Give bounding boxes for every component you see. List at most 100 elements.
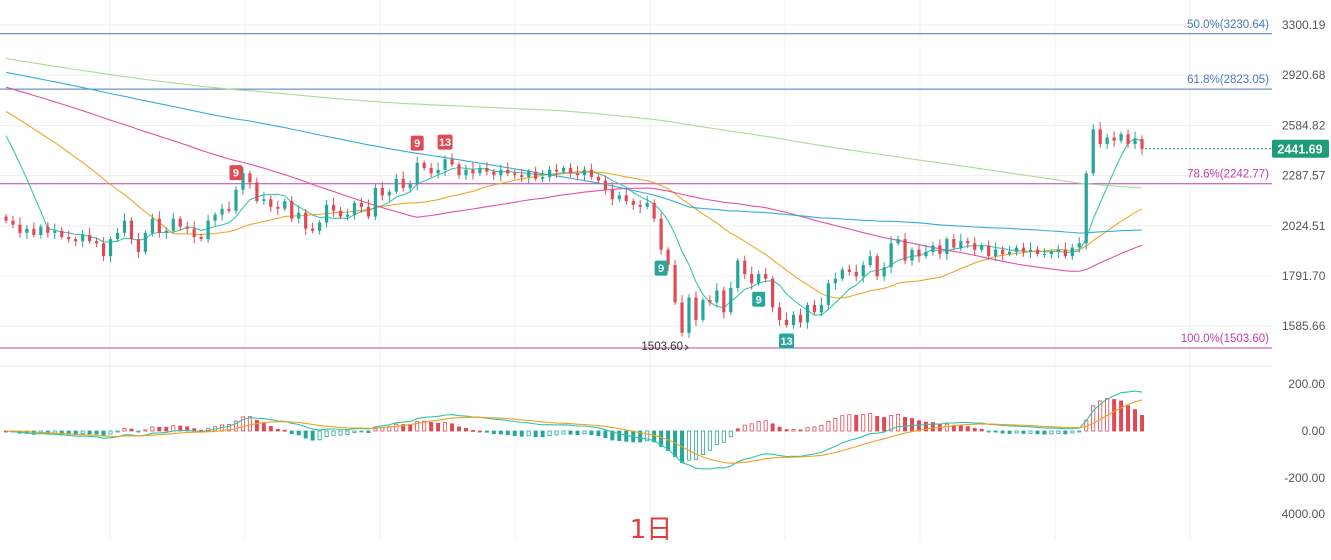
candle bbox=[206, 220, 210, 240]
candle bbox=[812, 304, 817, 313]
sequential-marker-label: 9 bbox=[658, 263, 664, 275]
macd-axis-tick: 0.00 bbox=[1302, 424, 1326, 438]
candle bbox=[548, 169, 552, 177]
candle bbox=[554, 169, 559, 172]
macd-histogram-bar bbox=[659, 430, 664, 447]
candle bbox=[861, 265, 865, 277]
macd-histogram-bar bbox=[108, 430, 113, 435]
moving-average-lines bbox=[5, 57, 1143, 316]
macd-histogram-bar bbox=[185, 426, 190, 432]
candle bbox=[115, 232, 120, 240]
candle bbox=[959, 241, 963, 248]
candle bbox=[408, 184, 412, 188]
candle bbox=[680, 302, 684, 333]
candle bbox=[401, 178, 405, 188]
candle bbox=[157, 218, 161, 233]
macd-histogram-bar bbox=[1098, 400, 1103, 432]
macd-histogram-bar bbox=[958, 425, 963, 432]
candle bbox=[25, 228, 29, 233]
candle bbox=[938, 245, 942, 255]
candle bbox=[652, 202, 656, 219]
macd-histogram-bar bbox=[436, 422, 441, 432]
candle bbox=[687, 297, 691, 333]
macd-histogram-bar bbox=[826, 420, 831, 432]
macd-histogram-bar bbox=[1140, 414, 1145, 432]
candle bbox=[122, 220, 127, 233]
fib-level-label: 61.8%(2823.05) bbox=[1187, 74, 1269, 86]
candle bbox=[715, 290, 719, 303]
current-price-tag: 2441.69 bbox=[1145, 139, 1329, 158]
candle bbox=[192, 228, 196, 237]
macd-histogram-bar bbox=[443, 422, 448, 432]
chart-grid bbox=[0, 0, 1272, 540]
macd-histogram-bar bbox=[1007, 430, 1012, 434]
candle bbox=[952, 239, 956, 248]
candle bbox=[283, 201, 287, 209]
candle bbox=[178, 218, 182, 227]
macd-histogram-bar bbox=[1126, 405, 1131, 432]
candle bbox=[164, 230, 168, 233]
candle bbox=[826, 283, 830, 305]
macd-histogram-bar bbox=[477, 430, 482, 433]
candle bbox=[1049, 251, 1053, 255]
candle bbox=[11, 220, 15, 225]
sequential-marker-badge bbox=[654, 260, 668, 276]
macd-histogram-bar bbox=[540, 430, 545, 438]
candle bbox=[39, 226, 43, 235]
candle bbox=[262, 199, 266, 202]
macd-histogram-bar bbox=[533, 430, 538, 438]
macd-histogram-bar bbox=[861, 414, 866, 432]
macd-histogram-bar bbox=[122, 428, 127, 432]
macd-histogram-bar bbox=[150, 426, 155, 432]
candle bbox=[750, 274, 754, 284]
low-price-pointer bbox=[684, 344, 689, 351]
candle bbox=[213, 214, 217, 221]
candle bbox=[366, 206, 371, 217]
macd-histogram-bar bbox=[227, 423, 232, 432]
candle bbox=[743, 260, 747, 275]
macd-histogram-bar bbox=[164, 426, 169, 432]
sequential-marker-label: 13 bbox=[439, 137, 451, 149]
macd-histogram-bar bbox=[875, 415, 880, 432]
macd-histogram-bar bbox=[1070, 430, 1075, 434]
candle bbox=[143, 232, 147, 252]
candle bbox=[345, 214, 350, 217]
candle bbox=[568, 168, 573, 174]
macd-histogram-bar bbox=[645, 430, 650, 442]
macd-histogram-bar bbox=[463, 428, 468, 432]
candle bbox=[1056, 249, 1060, 252]
candle bbox=[757, 274, 761, 284]
fib-level-label: 100.0%(1503.60) bbox=[1181, 333, 1269, 345]
macd-histogram-bar bbox=[589, 430, 594, 436]
macd-histogram-bar bbox=[707, 430, 712, 451]
macd-histogram-bar bbox=[812, 426, 817, 432]
candle bbox=[771, 278, 775, 308]
candle bbox=[527, 171, 531, 177]
macd-histogram-bar bbox=[415, 421, 420, 432]
candle bbox=[847, 269, 851, 272]
candle bbox=[227, 208, 231, 211]
fib-level-label: 78.6%(2242.77) bbox=[1187, 169, 1269, 181]
macd-histogram-bar bbox=[1035, 430, 1040, 435]
candle bbox=[60, 230, 64, 237]
candle bbox=[896, 239, 900, 244]
macd-histogram-bar bbox=[1063, 430, 1068, 435]
candle bbox=[722, 290, 726, 313]
candle bbox=[1070, 247, 1074, 257]
macd-histogram-bar bbox=[1091, 405, 1096, 432]
candle bbox=[694, 297, 698, 320]
candle bbox=[764, 274, 768, 279]
candle bbox=[269, 199, 273, 207]
candle bbox=[150, 218, 154, 233]
macd-histogram-bar bbox=[1056, 430, 1061, 434]
candle bbox=[443, 159, 447, 170]
macd-histogram-bar bbox=[261, 422, 266, 432]
candle bbox=[833, 278, 837, 284]
macd-histogram-bar bbox=[979, 428, 984, 432]
macd-histogram-bar bbox=[1119, 400, 1124, 432]
ma-7-line bbox=[5, 135, 1143, 316]
candle bbox=[1126, 134, 1130, 145]
price-axis-tick: 2920.68 bbox=[1282, 68, 1326, 82]
macd-histogram-bar bbox=[868, 413, 873, 432]
